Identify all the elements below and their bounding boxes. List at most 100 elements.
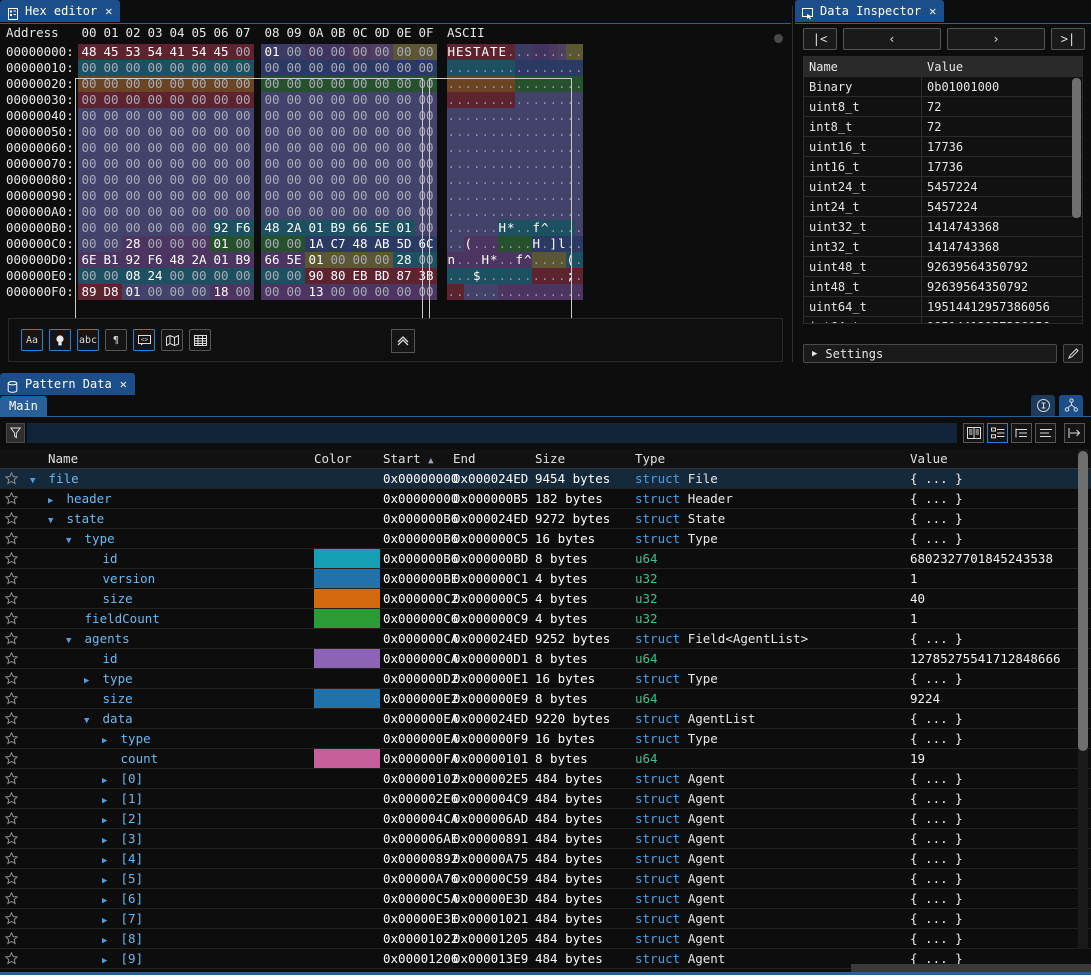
expand-triangle-icon[interactable]: ▶ [102, 856, 108, 866]
hex-byte[interactable]: 80 [327, 268, 349, 284]
header-name[interactable]: Name [48, 451, 79, 466]
favorite-star-icon[interactable] [0, 849, 22, 868]
hex-byte[interactable]: 00 [305, 172, 327, 188]
hex-byte[interactable]: 92 [122, 252, 144, 268]
favorite-star-icon[interactable] [0, 949, 22, 968]
hex-byte[interactable]: 00 [371, 44, 393, 60]
hex-byte[interactable]: 00 [371, 252, 393, 268]
table-row[interactable]: ▼ agents 0x000000CA 0x000024ED 9252 bytes st… [0, 629, 1091, 649]
hex-byte[interactable]: 00 [122, 204, 144, 220]
hex-byte[interactable]: 00 [349, 60, 371, 76]
hex-byte[interactable]: 00 [144, 156, 166, 172]
row-color-cell[interactable] [314, 949, 380, 968]
collapse-triangle-icon[interactable]: ▼ [66, 536, 72, 546]
row-color-cell[interactable] [314, 729, 380, 748]
hex-byte[interactable]: 00 [349, 140, 371, 156]
hex-byte[interactable]: 00 [122, 76, 144, 92]
hex-byte[interactable]: 00 [210, 124, 232, 140]
table-row[interactable]: ▼ state 0x000000B6 0x000024ED 9272 bytes str… [0, 509, 1091, 529]
hex-byte[interactable]: 48 [166, 252, 188, 268]
hex-byte[interactable]: 00 [210, 268, 232, 284]
hex-byte[interactable]: 00 [78, 92, 100, 108]
hex-byte[interactable]: 00 [100, 236, 122, 252]
nav-prev-button[interactable]: ‹ [843, 28, 941, 50]
inspector-row[interactable]: uint64_t 19514412957386056 [804, 297, 1082, 317]
hex-row[interactable]: 000000B0: 00 00 00 00 00 00 92 F6 48 2A 01 B9 66 5E 01 0… [6, 220, 791, 236]
row-name-cell[interactable]: ▶ [5] [22, 869, 314, 888]
table-row[interactable]: ▶ [5] 0x00000A76 0x00000C59 484 bytes struct… [0, 869, 1091, 889]
hex-byte[interactable]: 00 [210, 76, 232, 92]
hex-byte[interactable]: 00 [166, 284, 188, 300]
close-icon[interactable]: ✕ [119, 377, 127, 391]
hex-row[interactable]: 00000060: 00 00 00 00 00 00 00 00 00 00 00 00 00 00 00 0… [6, 140, 791, 156]
highlight-bulb-button[interactable] [49, 329, 71, 351]
row-color-cell[interactable] [314, 769, 380, 788]
hex-byte[interactable]: 00 [232, 188, 254, 204]
hex-byte[interactable]: 00 [166, 156, 188, 172]
hex-byte[interactable]: 00 [283, 92, 305, 108]
hex-byte[interactable]: 00 [210, 140, 232, 156]
hex-byte[interactable]: 00 [261, 284, 283, 300]
hex-byte[interactable]: 00 [166, 220, 188, 236]
inspector-scrollbar[interactable] [1072, 78, 1081, 218]
hex-byte[interactable]: 01 [305, 220, 327, 236]
hex-byte[interactable]: 00 [305, 156, 327, 172]
expand-toggle-icon[interactable] [84, 651, 95, 668]
pencil-icon[interactable] [1063, 344, 1083, 363]
hex-byte[interactable]: 00 [393, 172, 415, 188]
hex-byte[interactable]: 00 [100, 76, 122, 92]
ascii-cells[interactable]: ...$..........;. [447, 268, 583, 284]
hex-byte[interactable]: 00 [78, 124, 100, 140]
row-color-cell[interactable] [314, 589, 380, 608]
hex-byte[interactable]: 00 [144, 236, 166, 252]
hex-byte[interactable]: 00 [415, 156, 437, 172]
collapse-triangle-icon[interactable]: ▼ [48, 516, 54, 526]
hex-byte[interactable]: 00 [393, 156, 415, 172]
view-indent-button[interactable] [1011, 423, 1032, 443]
jump-to-button[interactable] [1064, 423, 1085, 443]
row-name-cell[interactable]: ▶ [6] [22, 889, 314, 908]
table-row[interactable]: ▶ [4] 0x00000892 0x00000A75 484 bytes struct… [0, 849, 1091, 869]
hex-byte[interactable]: 00 [78, 220, 100, 236]
hex-byte[interactable]: EB [349, 268, 371, 284]
hex-byte[interactable]: 00 [188, 124, 210, 140]
hex-byte[interactable]: 00 [327, 76, 349, 92]
favorite-star-icon[interactable] [0, 729, 22, 748]
row-color-cell[interactable] [314, 849, 380, 868]
hex-byte[interactable]: 00 [122, 188, 144, 204]
row-color-cell[interactable] [314, 469, 380, 488]
hex-byte[interactable]: 00 [415, 92, 437, 108]
hex-byte[interactable]: 00 [122, 172, 144, 188]
hex-byte[interactable]: F6 [232, 220, 254, 236]
hex-byte[interactable]: 00 [232, 172, 254, 188]
hex-byte[interactable]: 00 [393, 60, 415, 76]
row-color-cell[interactable] [314, 749, 380, 768]
ascii-cells[interactable]: n...H*..f^....(. [447, 252, 583, 268]
hex-byte[interactable]: 01 [393, 220, 415, 236]
hex-byte[interactable]: 00 [78, 204, 100, 220]
table-row[interactable]: ▶ [0] 0x00000102 0x000002E5 484 bytes struct… [0, 769, 1091, 789]
hex-byte[interactable]: 00 [78, 172, 100, 188]
hex-byte[interactable]: 00 [166, 60, 188, 76]
row-name-cell[interactable]: ▼ state [22, 509, 314, 528]
hex-byte[interactable]: 00 [144, 284, 166, 300]
table-row[interactable]: ▶ header 0x00000000 0x000000B5 182 bytes str… [0, 489, 1091, 509]
table-row[interactable]: ▶ [6] 0x00000C5A 0x00000E3D 484 bytes struct… [0, 889, 1091, 909]
tab-node-graph[interactable] [1059, 395, 1083, 416]
hex-byte[interactable]: 1A [305, 236, 327, 252]
hex-byte[interactable]: 00 [305, 204, 327, 220]
inspector-row[interactable]: int16_t 17736 [804, 157, 1082, 177]
hex-row[interactable]: 00000080: 00 00 00 00 00 00 00 00 00 00 00 00 00 00 00 0… [6, 172, 791, 188]
hex-byte[interactable]: 90 [305, 268, 327, 284]
hex-byte[interactable]: 00 [261, 140, 283, 156]
hex-byte[interactable]: 00 [327, 172, 349, 188]
inspector-row[interactable]: uint32_t 1414743368 [804, 217, 1082, 237]
hex-byte[interactable]: 00 [261, 188, 283, 204]
favorite-star-icon[interactable] [0, 549, 22, 568]
hex-byte[interactable]: 00 [415, 188, 437, 204]
hex-byte[interactable]: 00 [188, 92, 210, 108]
abc-button[interactable]: abc [77, 329, 99, 351]
table-row[interactable]: id 0x000000B6 0x000000BD 8 bytes u64 68023277… [0, 549, 1091, 569]
favorite-star-icon[interactable] [0, 889, 22, 908]
hex-byte[interactable]: 00 [78, 268, 100, 284]
